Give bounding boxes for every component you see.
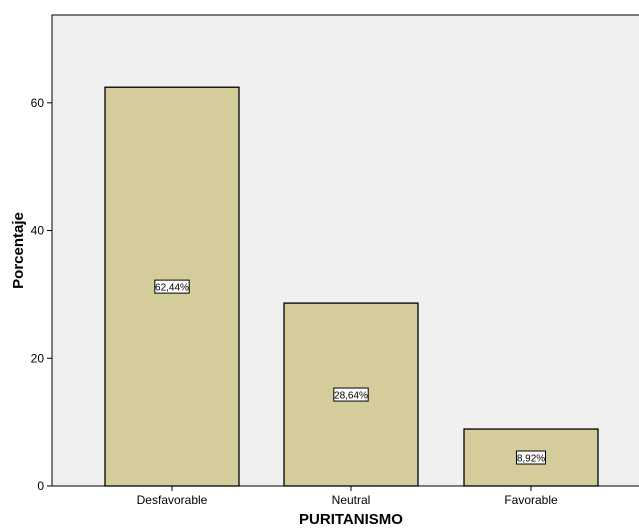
data-label: 8,92% bbox=[517, 454, 545, 465]
x-tick-label: Favorable bbox=[504, 493, 558, 507]
data-label-box bbox=[154, 279, 190, 294]
y-tick-label: 0 bbox=[37, 479, 44, 493]
x-tick-label: Neutral bbox=[332, 493, 371, 507]
data-label: 28,64% bbox=[334, 391, 368, 402]
y-tick-label: 40 bbox=[31, 224, 45, 238]
data-label-box bbox=[516, 450, 546, 465]
x-tick-label: Desfavorable bbox=[137, 493, 208, 507]
y-axis: 0 20 40 60 bbox=[31, 96, 52, 493]
y-tick-label: 20 bbox=[31, 351, 45, 365]
data-label-box bbox=[333, 387, 369, 402]
x-axis-title: PURITANISMO bbox=[299, 511, 403, 527]
bars: 62,44% 28,64% 8,92% bbox=[104, 86, 599, 487]
y-axis-title: Porcentaje bbox=[10, 212, 27, 289]
x-axis: Desfavorable Neutral Favorable bbox=[137, 486, 558, 507]
data-label: 62,44% bbox=[155, 283, 189, 294]
y-tick-label: 60 bbox=[31, 96, 45, 110]
